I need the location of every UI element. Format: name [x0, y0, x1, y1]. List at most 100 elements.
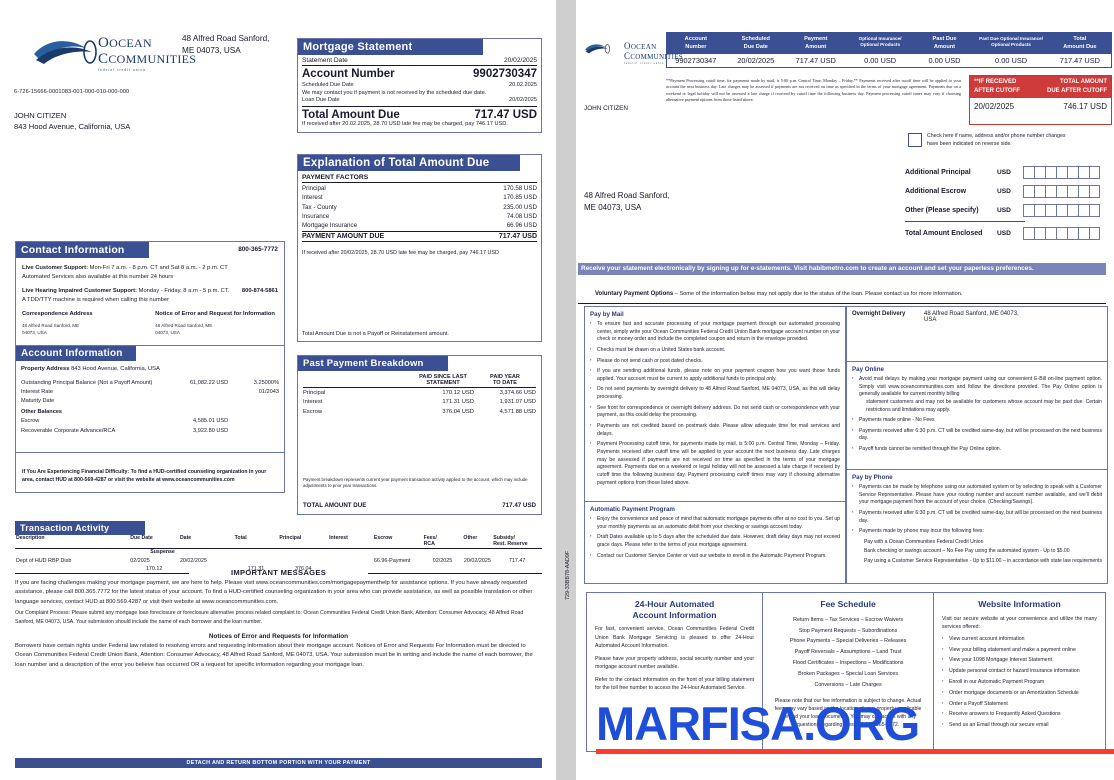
payment-factor-value: 235.00 USD: [503, 203, 537, 211]
payment-entry-digit-cell[interactable]: [1034, 185, 1045, 198]
notice-of-error-value: 48 Alfred Road Sanford, ME 04073, USA: [155, 323, 213, 336]
form-code: 729-33BB78-AAD9F: [565, 550, 571, 600]
payment-entry-digit-cell[interactable]: [1045, 185, 1056, 198]
payment-entry-digit-cell[interactable]: [1067, 185, 1079, 199]
payment-entry-digit-cell[interactable]: [1034, 166, 1045, 179]
payment-entry-digit-cell[interactable]: [1045, 227, 1056, 240]
payment-entry-digit-cell[interactable]: [1023, 227, 1034, 240]
payment-entry-digit-cell[interactable]: [1089, 185, 1100, 198]
payment-entry-input[interactable]: [1023, 185, 1100, 199]
automated-box-title: 24-Hour Automated Account Information: [632, 599, 717, 620]
payment-entry-currency: USD: [997, 188, 1011, 195]
payment-entry-digit-cell[interactable]: [1045, 166, 1056, 179]
other-balance-value: 4,585.01 USD: [193, 418, 229, 425]
list-item: Payments received after 6:30 p.m. CT wil…: [852, 509, 1102, 525]
after-cutoff-label-right: TOTAL AMOUNT DUE AFTER CUTOFF: [1047, 79, 1107, 94]
fee-schedule-line: Payoff Reversals – Assumptions – Land Tr…: [794, 649, 902, 656]
website-information-box: Website Information Visit our secure web…: [934, 593, 1105, 751]
payment-entry-digit-cell[interactable]: [1089, 166, 1100, 179]
pay-by-phone-fee-line: Bank checking or savings account – No Fe…: [864, 548, 1070, 555]
payment-entry-digit-cell[interactable]: [1078, 227, 1089, 240]
list-item: Payments made online - No Fees: [852, 416, 1102, 425]
transaction-cell: Dept of HUD RBP Disb: [16, 557, 72, 564]
list-item: Send us an Email through our secure emai…: [942, 721, 1097, 730]
other-balances-label: Other Balances: [21, 409, 63, 416]
address-change-checkbox[interactable]: [908, 133, 922, 147]
payment-entry-digit-cell[interactable]: [1067, 227, 1079, 241]
payment-entry-digit-cell[interactable]: [1089, 227, 1100, 240]
past-payment-row: Principal 170.12 USD 3,374.66 USD: [303, 389, 536, 398]
account-info-value: 61,082.22 USD: [189, 379, 229, 386]
transaction-cell: 20/02/2025: [179, 557, 207, 564]
notices-of-error-para: Borrowers have certain rights under Fede…: [15, 643, 533, 668]
payment-entry-row[interactable]: Total Amount Enclosed USD: [905, 224, 1105, 243]
payment-entry-input[interactable]: [1023, 166, 1100, 180]
hearing-support-phone[interactable]: 800-874-5861: [241, 287, 278, 294]
payment-factor-row: Mortgage Insurance 66.96 USD: [302, 221, 537, 230]
logo-name-line1: OOCEAN: [98, 35, 152, 51]
scheduled-due-value: 20.02.2025: [509, 82, 537, 88]
website-info-title: Website Information: [978, 599, 1061, 609]
transaction-column-header: Due Date: [130, 535, 153, 541]
payment-entry-digit-cell[interactable]: [1023, 166, 1034, 179]
payment-entry-digit-cell[interactable]: [1034, 227, 1045, 240]
customer-address: 843 Hood Avenue, California, USA: [14, 122, 131, 132]
payment-factor-value: 170.58 USD: [503, 185, 537, 192]
automated-service-text: Automated Services also available at thi…: [22, 274, 174, 281]
tdd-note: A TDD/TTY machine is required when calli…: [22, 296, 170, 303]
transaction-activity-title: Transaction Activity: [15, 521, 145, 535]
past-payment-ytd: 4,571.88 USD: [499, 408, 536, 415]
payment-entry-digit-cell[interactable]: [1089, 204, 1100, 217]
payment-entry-digit-cell[interactable]: [1034, 204, 1045, 217]
payment-entry-digit-cell[interactable]: [1078, 185, 1089, 198]
explanation-late-note: If received after 20/02/2025, 28.70 USD …: [302, 250, 499, 257]
payment-entry-input[interactable]: [1023, 227, 1100, 241]
payment-factor-row: Insurance 74.08 USD: [302, 212, 537, 221]
payment-entry-digit-cell[interactable]: [1078, 204, 1089, 217]
correspondence-address-value: 48 Alfred Road Sanford, ME 04073, USA: [22, 323, 80, 336]
payment-factor-label: Tax - County: [302, 203, 337, 211]
property-address-value: 843 Hood Avenue, California, USA: [71, 366, 160, 372]
mortgage-statement-title: Mortgage Statement: [298, 39, 483, 55]
payment-entry-digit-cell[interactable]: [1067, 204, 1079, 218]
payment-entry-digit-cell[interactable]: [1023, 204, 1034, 217]
payment-coupon-page: OOCEAN CCOMMUNITIES federal credit union…: [565, 0, 1114, 780]
logo-name-line2: CCOMMUNITIES: [98, 51, 197, 67]
payment-entry-row[interactable]: Additional Escrow USD: [905, 182, 1105, 201]
payment-entry-label: Total Amount Enclosed: [905, 230, 983, 237]
address-change-checkbox-group[interactable]: Check here if name, address and/or phone…: [908, 133, 1077, 149]
loan-due-label: Loan Due Date: [302, 97, 340, 104]
payment-entry-digit-cell[interactable]: [1078, 166, 1089, 179]
mortgage-statement-box: Mortgage Statement Statement Date 20/02/…: [297, 38, 542, 134]
payment-entry-row[interactable]: Other (Please specify) USD: [905, 201, 1105, 220]
payment-entry-digit-cell[interactable]: [1056, 185, 1067, 198]
coupon-value: 9902730347: [675, 56, 717, 66]
coupon-value: 0.00 USD: [928, 56, 961, 66]
payment-entry-row[interactable]: Additional Principal USD: [905, 163, 1105, 182]
payment-entry-digit-cell[interactable]: [1056, 227, 1067, 240]
payment-entry-digit-cell[interactable]: [1045, 204, 1056, 217]
automatic-payment-bullets: Enjoy the convenience and peace of mind …: [590, 515, 840, 560]
list-item: Checks must be drawn on a United States …: [590, 346, 840, 355]
other-balance-row: Escrow 4,585.01 USD: [21, 417, 279, 426]
other-balance-label: Recoverable Corporate Advance/RCA: [21, 427, 116, 434]
payment-entry-input[interactable]: [1023, 204, 1100, 218]
payment-entry-digit-cell[interactable]: [1067, 166, 1079, 180]
list-item: To ensure fast and accurate processing o…: [590, 320, 840, 344]
contact-main-phone[interactable]: 800-365-7772: [238, 246, 278, 253]
transaction-rows: Dept of HUD RBP Disb 02/2025 20/02/2025 66.…: [15, 557, 542, 573]
transaction-cell: 170.12: [145, 565, 163, 572]
logo-tagline: federal credit union: [98, 68, 147, 72]
fee-schedule-box: Fee Schedule Return Items – Tax Services…: [763, 593, 935, 751]
coupon-remit-address: 48 Alfred Road Sanford, ME 04073, USA: [584, 191, 670, 212]
coupon-column-header: Optional Insurance/ Optional Products: [858, 36, 902, 48]
payment-entry-digit-cell[interactable]: [1056, 204, 1067, 217]
past-payment-since: 170.12 USD: [442, 390, 474, 396]
payment-entry-digit-cell[interactable]: [1056, 166, 1067, 179]
fee-schedule-line: Flood Certificates – Inspections – Modif…: [792, 660, 904, 667]
payment-factor-value: 170.85 USD: [503, 194, 537, 202]
list-item: Payments can be made by telephone using …: [852, 483, 1102, 507]
payment-entry-digit-cell[interactable]: [1023, 185, 1034, 198]
voluntary-payment-note: – Some of the information below may not …: [674, 291, 963, 297]
logo-small-line1: OOCEAN: [624, 41, 657, 51]
